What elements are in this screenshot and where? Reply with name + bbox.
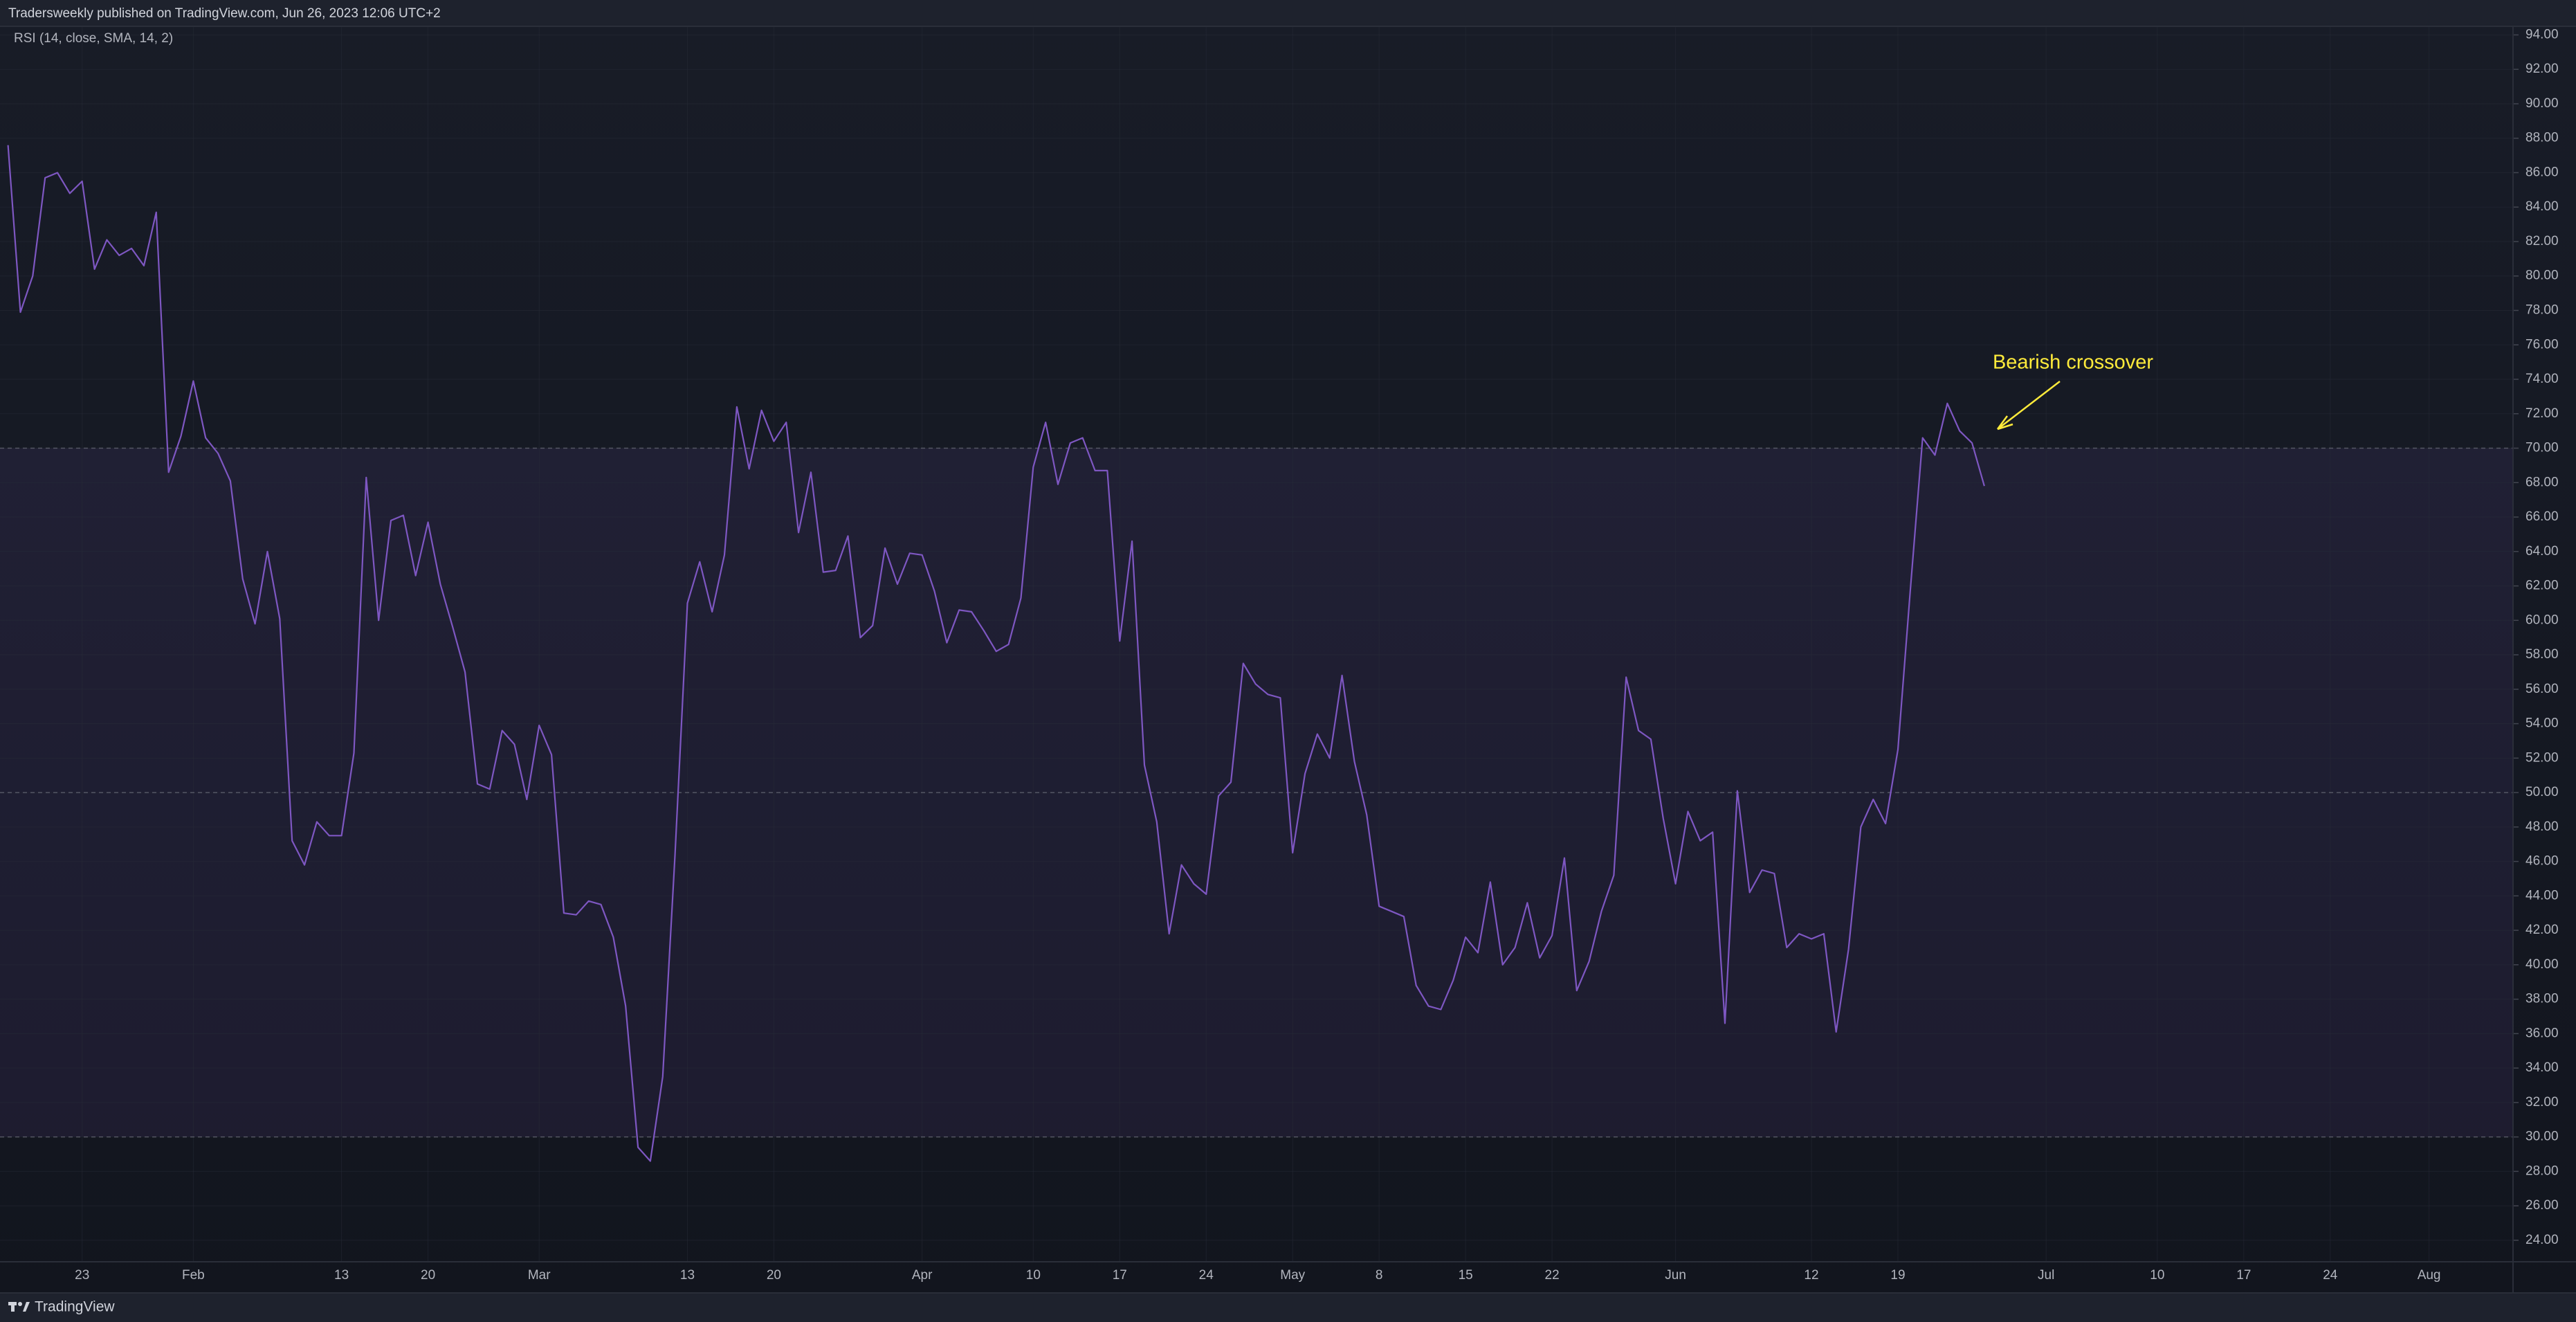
- y-tick-label: 26.00: [2525, 1198, 2559, 1213]
- x-tick-label: 10: [1026, 1268, 1041, 1283]
- y-tick-label: 36.00: [2525, 1026, 2559, 1040]
- indicator-label: RSI (14, close, SMA, 14, 2): [14, 31, 173, 46]
- y-tick-label: 82.00: [2525, 234, 2559, 248]
- x-tick-label: Apr: [912, 1268, 933, 1283]
- y-tick-label: 94.00: [2525, 27, 2559, 42]
- plot-area: [0, 26, 2513, 1262]
- annotation-text: Bearish crossover: [1993, 352, 2153, 374]
- y-tick-label: 54.00: [2525, 716, 2559, 731]
- x-tick-label: 8: [1376, 1268, 1383, 1283]
- x-tick-label: May: [1280, 1268, 1305, 1283]
- y-tick-label: 42.00: [2525, 923, 2559, 937]
- y-tick-label: 68.00: [2525, 475, 2559, 489]
- x-tick-label: 12: [1804, 1268, 1818, 1283]
- y-tick-label: 44.00: [2525, 888, 2559, 903]
- x-tick-label: Aug: [2418, 1268, 2441, 1283]
- y-tick-label: 90.00: [2525, 96, 2559, 111]
- y-tick-label: 50.00: [2525, 785, 2559, 799]
- x-tick-label: 24: [2323, 1268, 2338, 1283]
- y-tick-label: 30.00: [2525, 1130, 2559, 1144]
- tradingview-logo: [8, 1302, 30, 1312]
- x-tick-label: Jul: [2038, 1268, 2054, 1283]
- y-tick-label: 38.00: [2525, 992, 2559, 1006]
- header-bar: [0, 0, 2576, 26]
- y-tick-label: 74.00: [2525, 372, 2559, 386]
- y-tick-label: 62.00: [2525, 579, 2559, 593]
- header-text: Tradersweekly published on TradingView.c…: [8, 6, 441, 21]
- y-tick-label: 78.00: [2525, 303, 2559, 318]
- rsi-line: [7, 145, 1985, 1162]
- y-tick-label: 88.00: [2525, 131, 2559, 145]
- x-tick-label: Feb: [182, 1268, 205, 1283]
- annotation-arrow: [1997, 381, 2061, 430]
- x-tick-label: 10: [2150, 1268, 2164, 1283]
- y-tick-label: 76.00: [2525, 337, 2559, 352]
- y-tick-label: 60.00: [2525, 613, 2559, 627]
- x-tick-label: 20: [767, 1268, 781, 1283]
- x-tick-label: Mar: [528, 1268, 551, 1283]
- y-tick-label: 32.00: [2525, 1095, 2559, 1110]
- y-tick-label: 52.00: [2525, 750, 2559, 765]
- x-tick-label: 17: [1113, 1268, 1127, 1283]
- y-tick-label: 28.00: [2525, 1163, 2559, 1178]
- x-tick-label: 24: [1199, 1268, 1214, 1283]
- x-tick-label: 20: [421, 1268, 435, 1283]
- y-tick-label: 40.00: [2525, 957, 2559, 972]
- y-tick-label: 86.00: [2525, 165, 2559, 179]
- y-tick-label: 72.00: [2525, 406, 2559, 421]
- x-tick-label: Jun: [1665, 1268, 1686, 1283]
- y-tick-label: 46.00: [2525, 854, 2559, 869]
- x-tick-label: 22: [1545, 1268, 1560, 1283]
- y-tick-label: 84.00: [2525, 199, 2559, 214]
- x-tick-label: 23: [75, 1268, 89, 1283]
- x-tick-label: 15: [1459, 1268, 1473, 1283]
- annotation-arrowhead: [1996, 415, 2013, 431]
- y-tick-label: 24.00: [2525, 1233, 2559, 1247]
- y-tick-label: 48.00: [2525, 820, 2559, 834]
- x-tick-label: 13: [334, 1268, 349, 1283]
- x-tick-label: 19: [1890, 1268, 1905, 1283]
- y-tick-label: 56.00: [2525, 682, 2559, 696]
- y-tick-label: 34.00: [2525, 1060, 2559, 1075]
- y-tick-label: 80.00: [2525, 269, 2559, 283]
- y-tick-label: 66.00: [2525, 509, 2559, 524]
- x-tick-label: 13: [680, 1268, 695, 1283]
- x-tick-label: 17: [2236, 1268, 2251, 1283]
- y-tick-label: 92.00: [2525, 62, 2559, 76]
- y-tick-label: 58.00: [2525, 647, 2559, 662]
- footer-bar: [0, 1293, 2576, 1322]
- y-tick-label: 70.00: [2525, 441, 2559, 455]
- footer-brand: TradingView: [35, 1299, 115, 1315]
- y-tick-label: 64.00: [2525, 544, 2559, 559]
